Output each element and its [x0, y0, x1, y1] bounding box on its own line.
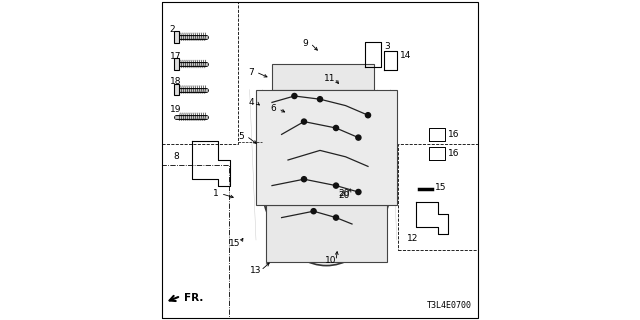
Text: 15: 15 — [230, 239, 241, 248]
Circle shape — [333, 125, 339, 131]
Text: 1: 1 — [213, 189, 219, 198]
Text: 4: 4 — [248, 98, 254, 107]
Circle shape — [356, 189, 361, 195]
Text: 18: 18 — [170, 77, 181, 86]
Circle shape — [301, 177, 307, 182]
Ellipse shape — [259, 67, 394, 266]
Text: 20: 20 — [339, 191, 350, 200]
Text: 9: 9 — [303, 39, 308, 48]
Text: 10: 10 — [326, 256, 337, 265]
Text: 13: 13 — [250, 266, 262, 275]
Text: 11: 11 — [324, 74, 335, 83]
Bar — [174, 84, 179, 95]
Text: T3L4E0700: T3L4E0700 — [427, 301, 472, 310]
Bar — [272, 64, 374, 90]
Bar — [266, 205, 387, 262]
Text: 12: 12 — [407, 234, 419, 243]
Bar — [161, 2, 238, 144]
Text: 16: 16 — [448, 149, 460, 158]
Bar — [174, 58, 179, 70]
Bar — [174, 31, 179, 43]
Bar — [398, 144, 479, 250]
Circle shape — [301, 119, 307, 124]
Text: 17: 17 — [170, 52, 181, 61]
Circle shape — [365, 113, 371, 118]
Text: 3: 3 — [384, 42, 390, 51]
Circle shape — [311, 209, 316, 214]
Circle shape — [317, 97, 323, 102]
Bar — [256, 90, 397, 205]
Text: 20: 20 — [339, 189, 349, 198]
Text: 15: 15 — [435, 183, 447, 192]
Circle shape — [333, 183, 339, 188]
Text: 8: 8 — [173, 152, 179, 161]
Text: FR.: FR. — [184, 293, 204, 303]
Bar — [161, 165, 229, 318]
Circle shape — [333, 215, 339, 220]
Text: 2: 2 — [170, 25, 175, 34]
Circle shape — [292, 93, 297, 99]
Circle shape — [356, 135, 361, 140]
Text: 14: 14 — [400, 51, 412, 60]
Text: 16: 16 — [448, 130, 460, 139]
Text: 7: 7 — [248, 68, 254, 76]
Text: 6: 6 — [271, 104, 276, 113]
Text: 19: 19 — [170, 105, 181, 114]
Text: 5: 5 — [239, 132, 244, 140]
